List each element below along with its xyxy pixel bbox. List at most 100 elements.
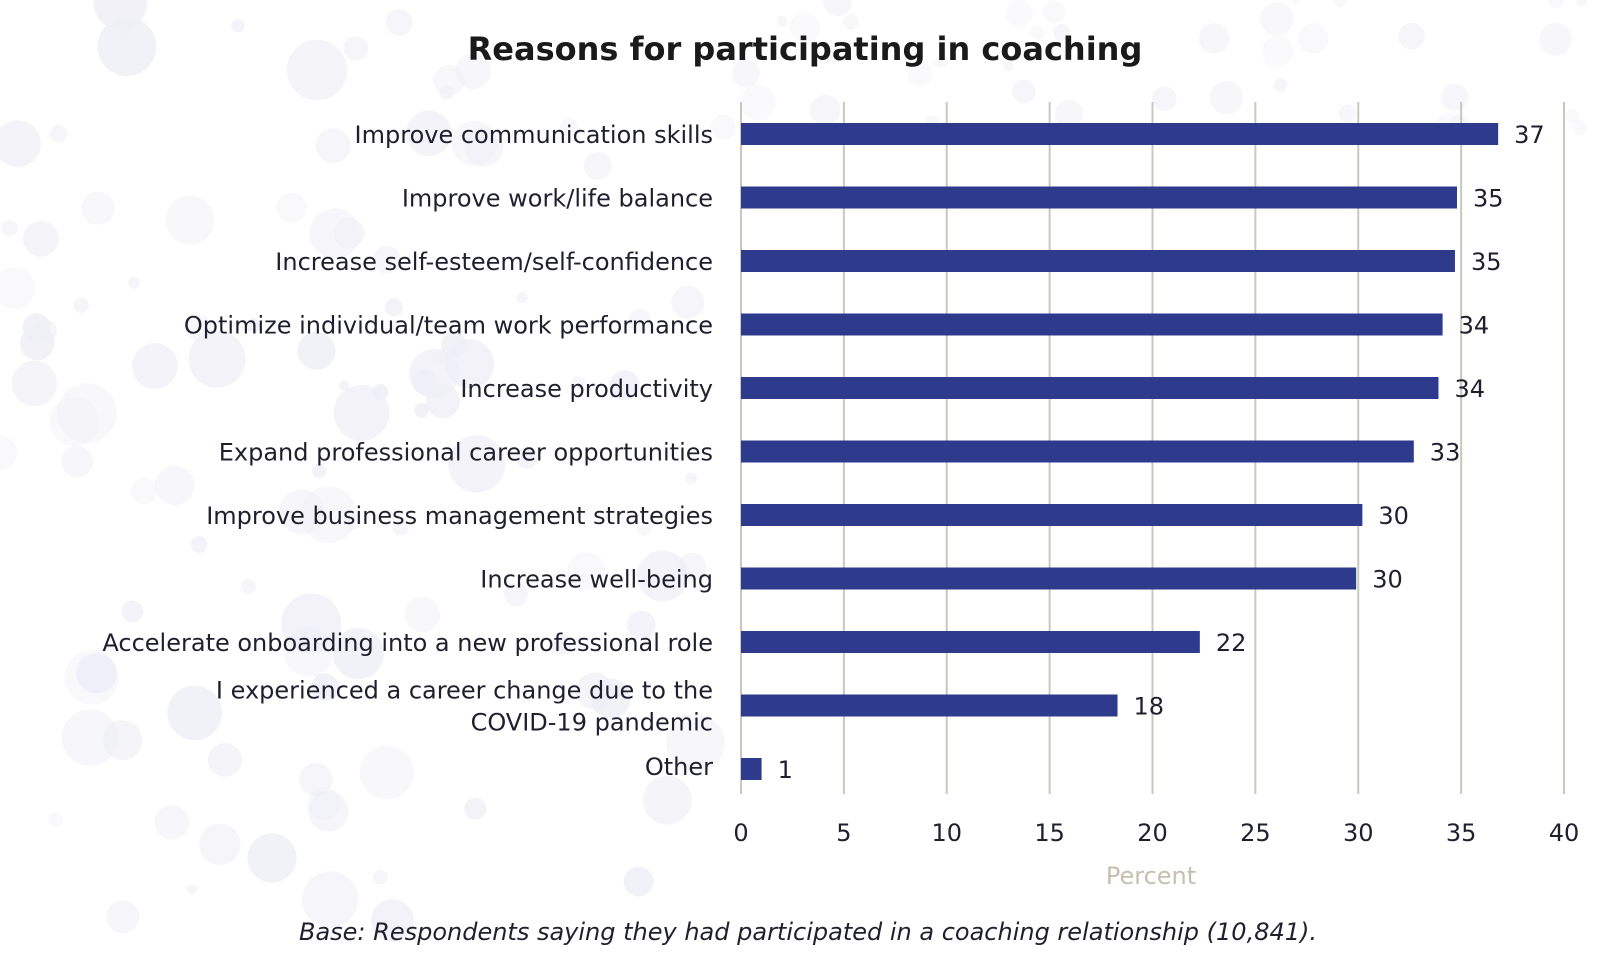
background-dot — [823, 0, 853, 17]
background-dot — [609, 370, 640, 401]
background-dot — [789, 12, 821, 43]
background-dot — [438, 85, 454, 100]
background-dot — [332, 628, 384, 680]
background-dot — [842, 13, 859, 30]
background-dot — [165, 195, 215, 245]
background-dot — [627, 610, 656, 640]
category-label: Improve work/life balance — [402, 185, 713, 213]
background-dot — [1123, 48, 1143, 67]
background-dot — [106, 900, 140, 934]
background-dot — [678, 552, 707, 581]
background-dot — [102, 720, 143, 761]
background-dot — [1198, 23, 1230, 54]
background-dot — [451, 120, 497, 166]
background-dot — [583, 151, 612, 180]
background-dot — [11, 360, 58, 407]
background-dot — [516, 446, 539, 469]
background-dot — [207, 742, 242, 777]
background-dot — [504, 582, 529, 607]
background-dot — [933, 57, 944, 68]
background-dot — [567, 552, 606, 591]
background-dot — [372, 869, 388, 885]
bars — [741, 123, 1499, 780]
background-dot — [50, 124, 68, 143]
background-dot — [559, 117, 579, 137]
background-dot — [414, 402, 430, 418]
background-dot — [0, 267, 35, 310]
background-dot — [188, 330, 246, 388]
background-dot — [1053, 24, 1070, 41]
background-dot — [246, 318, 261, 333]
footnote: Base: Respondents saying they had partic… — [299, 918, 1317, 946]
background-dot — [1273, 78, 1288, 92]
background-dot — [199, 823, 241, 865]
background-dot — [312, 463, 327, 478]
background-dot — [1297, 23, 1329, 54]
background-dot — [313, 505, 325, 517]
background-dot — [154, 465, 195, 506]
background-dot — [406, 110, 452, 157]
background-dot — [132, 343, 178, 389]
background-dot — [167, 685, 222, 741]
bar — [741, 567, 1357, 590]
bar — [741, 631, 1200, 653]
background-dot — [637, 550, 689, 602]
bar — [741, 758, 762, 780]
background-dot — [57, 383, 117, 443]
background-dot — [464, 797, 487, 820]
background-dot — [384, 298, 403, 317]
background-dot — [684, 472, 697, 485]
data-label: 35 — [1471, 248, 1502, 276]
background-dot — [906, 60, 933, 87]
background-dot — [516, 291, 528, 304]
background-dot — [1259, 2, 1294, 36]
background-dot — [937, 56, 949, 67]
background-dot — [311, 673, 339, 701]
data-label: 33 — [1430, 439, 1461, 467]
x-tick-label: 40 — [1549, 819, 1580, 847]
data-label: 22 — [1216, 629, 1247, 657]
bar — [741, 440, 1414, 463]
background-dot — [22, 220, 59, 257]
background-dot — [279, 489, 325, 535]
data-label: 34 — [1454, 375, 1485, 403]
background-dot — [345, 513, 362, 530]
background-dot — [441, 331, 467, 358]
background-dot — [297, 331, 336, 370]
background-dot — [740, 84, 776, 121]
background-dot — [1261, 35, 1294, 68]
x-axis-ticks: 0 5 10 15 20 25 30 35 40 — [733, 819, 1579, 847]
background-dot — [76, 652, 117, 694]
background-dot — [154, 804, 190, 840]
background-dot — [455, 53, 492, 90]
category-label: I experienced a career change due to the — [216, 677, 713, 705]
category-label: Improve communication skills — [355, 121, 713, 149]
background-dot — [448, 435, 506, 493]
background-dot — [385, 8, 413, 36]
background-dot — [1564, 108, 1580, 124]
background-dot — [636, 521, 651, 536]
background-dot — [93, 0, 148, 30]
background-dot — [49, 397, 100, 447]
background-dot — [283, 626, 334, 677]
background-dot — [247, 833, 297, 883]
background-dot — [392, 519, 409, 536]
bar — [741, 250, 1455, 272]
background-dot — [809, 94, 841, 126]
background-dot — [130, 477, 158, 504]
background-dot — [241, 578, 256, 594]
background-dot — [1005, 0, 1033, 28]
background-dot — [731, 59, 760, 88]
background-dot — [671, 285, 705, 319]
data-label: 30 — [1378, 502, 1409, 530]
x-tick-label: 0 — [733, 819, 748, 847]
background-dot — [1043, 0, 1066, 24]
value-labels: 37 35 35 34 34 33 30 30 22 18 1 — [778, 121, 1545, 784]
bar — [741, 313, 1443, 336]
x-tick-label: 35 — [1446, 819, 1477, 847]
background-dot — [590, 678, 631, 719]
background-dot — [1547, 0, 1565, 9]
background-dot — [1029, 25, 1045, 40]
data-label: 18 — [1134, 693, 1165, 721]
